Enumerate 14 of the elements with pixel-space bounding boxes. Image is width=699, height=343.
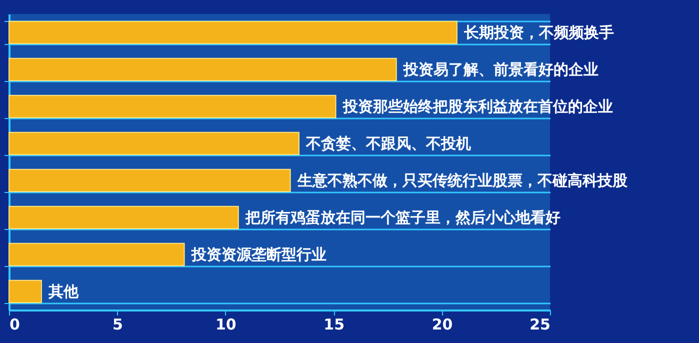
- x-tick-label: 20: [432, 316, 453, 334]
- y-tick-label: 投资易了解、前景看好的企业: [402, 60, 598, 78]
- y-tick-label: 把所有鸡蛋放在同一个篮子里，然后小心地看好: [244, 208, 560, 226]
- x-tick-label: 0: [10, 316, 20, 334]
- y-tick-label: 生意不熟不做，只买传统行业股票，不碰高科技股: [296, 172, 628, 190]
- y-tick-label: 投资那些始终把股东利益放在首位的企业: [342, 98, 613, 116]
- y-tick-label: 不贪婪、不跟风、不投机: [304, 134, 471, 152]
- x-tick-label: 5: [112, 316, 123, 334]
- x-tick-label: 25: [530, 316, 550, 334]
- x-tick-label: 15: [324, 316, 345, 334]
- y-tick-label: 其他: [47, 282, 80, 300]
- y-tick-label: 长期投资，不频频换手: [462, 24, 614, 42]
- y-tick-label: 投资资源垄断型行业: [190, 246, 326, 264]
- x-tick-label: 10: [215, 316, 236, 334]
